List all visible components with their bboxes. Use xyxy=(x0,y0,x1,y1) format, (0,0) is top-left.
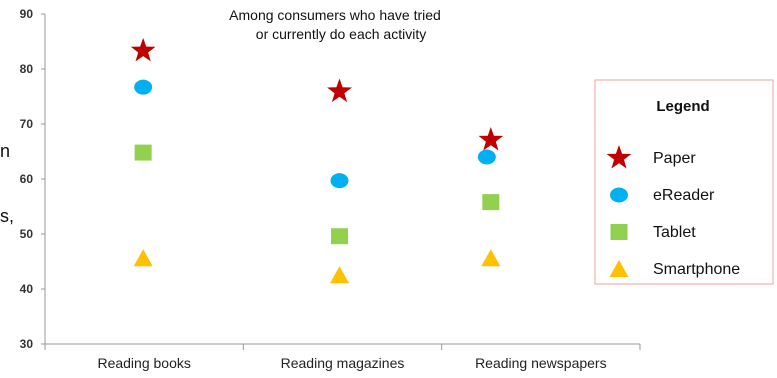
x-tick-label: Reading magazines xyxy=(281,355,405,371)
legend-items: Paper eReader Tablet Smartphone xyxy=(606,145,740,278)
legend-label: eReader xyxy=(653,187,715,204)
point-smartphone xyxy=(133,249,153,267)
legend-title: Legend xyxy=(656,98,709,115)
point-paper xyxy=(130,37,156,62)
cut-off-text-1: n xyxy=(0,141,10,161)
annotation-line-2: or currently do each activity xyxy=(256,26,426,42)
point-tablet xyxy=(134,144,152,161)
point-tablet xyxy=(331,228,348,245)
y-tick-label: 50 xyxy=(20,227,34,241)
point-smartphone xyxy=(481,249,501,267)
y-tick-label: 60 xyxy=(20,172,34,186)
legend-marker-smartphone xyxy=(609,260,629,277)
point-tablet xyxy=(482,194,500,211)
point-smartphone xyxy=(330,266,349,284)
y-tick-label: 90 xyxy=(20,7,34,21)
y-tick-label: 70 xyxy=(20,117,34,131)
data-marks xyxy=(130,37,504,284)
y-tick-label: 30 xyxy=(20,337,34,351)
point-ereader xyxy=(330,173,349,189)
legend-label: Paper xyxy=(653,150,696,167)
y-tick-label: 40 xyxy=(20,282,34,296)
point-paper xyxy=(478,127,504,151)
point-ereader xyxy=(134,79,153,95)
legend-marker-tablet xyxy=(610,224,628,240)
cut-off-side-text: n s, xyxy=(0,141,14,226)
point-paper xyxy=(327,78,352,103)
legend-box xyxy=(594,79,774,285)
annotation-line-1: Among consumers who have tried xyxy=(229,7,441,23)
legend-label: Tablet xyxy=(653,224,696,241)
x-tick-label: Reading newspapers xyxy=(475,355,607,371)
legend-marker-paper xyxy=(606,145,632,169)
chart-annotation: Among consumers who have tried or curren… xyxy=(229,7,441,42)
legend-marker-ereader xyxy=(610,187,628,203)
y-tick-label: 80 xyxy=(20,62,34,76)
x-tick-label: Reading books xyxy=(97,355,190,371)
legend: Legend Paper eReader Tablet Smartphone xyxy=(594,79,774,285)
cut-off-text-2: s, xyxy=(0,206,14,226)
y-axis-ticks: 30 40 50 60 70 80 90 xyxy=(20,7,45,351)
point-ereader xyxy=(477,149,496,165)
legend-label: Smartphone xyxy=(653,261,740,278)
x-axis-ticks: Reading books Reading magazines Reading ne… xyxy=(44,344,641,371)
